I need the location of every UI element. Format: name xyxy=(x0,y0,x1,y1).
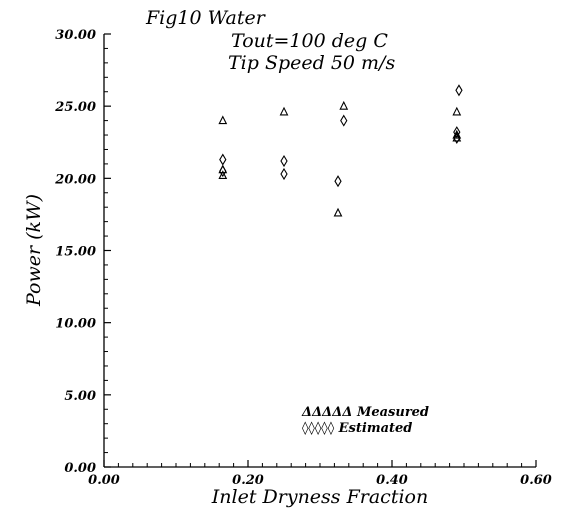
y-tick-label: 25.00 xyxy=(54,100,96,115)
y-tick-labels: 0.00 5.00 10.00 15.00 20.00 25.00 30.00 xyxy=(54,28,96,476)
estimated-point xyxy=(280,167,288,181)
x-tick-labels: 0.00 0.20 0.40 0.60 xyxy=(88,473,552,488)
measured-point xyxy=(339,100,349,110)
measured-point xyxy=(218,170,228,179)
y-tick-label: 5.00 xyxy=(64,389,96,404)
estimated-point xyxy=(455,84,463,97)
measured-point xyxy=(452,132,462,142)
title-line-3: Tip Speed 50 m/s xyxy=(228,52,395,74)
estimated-point xyxy=(340,114,348,127)
estimated-point xyxy=(453,126,461,139)
x-tick-label: 0.00 xyxy=(88,473,120,488)
data-marks xyxy=(218,84,463,217)
legend: ΔΔΔΔΔ Measured ◊◊◊◊◊ Estimated xyxy=(301,405,429,436)
measured-point xyxy=(452,106,462,116)
title-line-1: Fig10 Water xyxy=(145,7,267,29)
chart-title: Fig10 Water Tout=100 deg C Tip Speed 50 … xyxy=(145,7,395,74)
y-tick-label: 15.00 xyxy=(55,245,96,260)
x-tick-label: 0.20 xyxy=(232,473,264,488)
y-tick-label: 20.00 xyxy=(54,172,96,187)
estimated-point xyxy=(334,175,342,188)
y-tick-label: 0.00 xyxy=(64,461,96,476)
measured-point xyxy=(333,207,343,217)
measured-point xyxy=(218,115,228,125)
x-tick-label: 0.60 xyxy=(520,473,552,488)
estimated-point xyxy=(280,154,288,168)
x-tick-label: 0.40 xyxy=(376,473,408,488)
y-tick-label: 10.00 xyxy=(55,317,96,332)
x-axis-title: Inlet Dryness Fraction xyxy=(211,486,428,508)
y-axis-title: Power (kW) xyxy=(23,194,45,307)
measured-point xyxy=(279,106,289,116)
estimated-point xyxy=(453,131,461,144)
title-line-2: Tout=100 deg C xyxy=(231,30,388,52)
axis-ticks xyxy=(103,33,537,468)
y-tick-label: 30.00 xyxy=(55,28,96,43)
estimated-point xyxy=(219,153,227,166)
estimated-point xyxy=(219,165,227,178)
legend-entry-estimated: ◊◊◊◊◊ Estimated xyxy=(302,421,412,436)
legend-entry-measured: ΔΔΔΔΔ Measured xyxy=(301,405,429,420)
